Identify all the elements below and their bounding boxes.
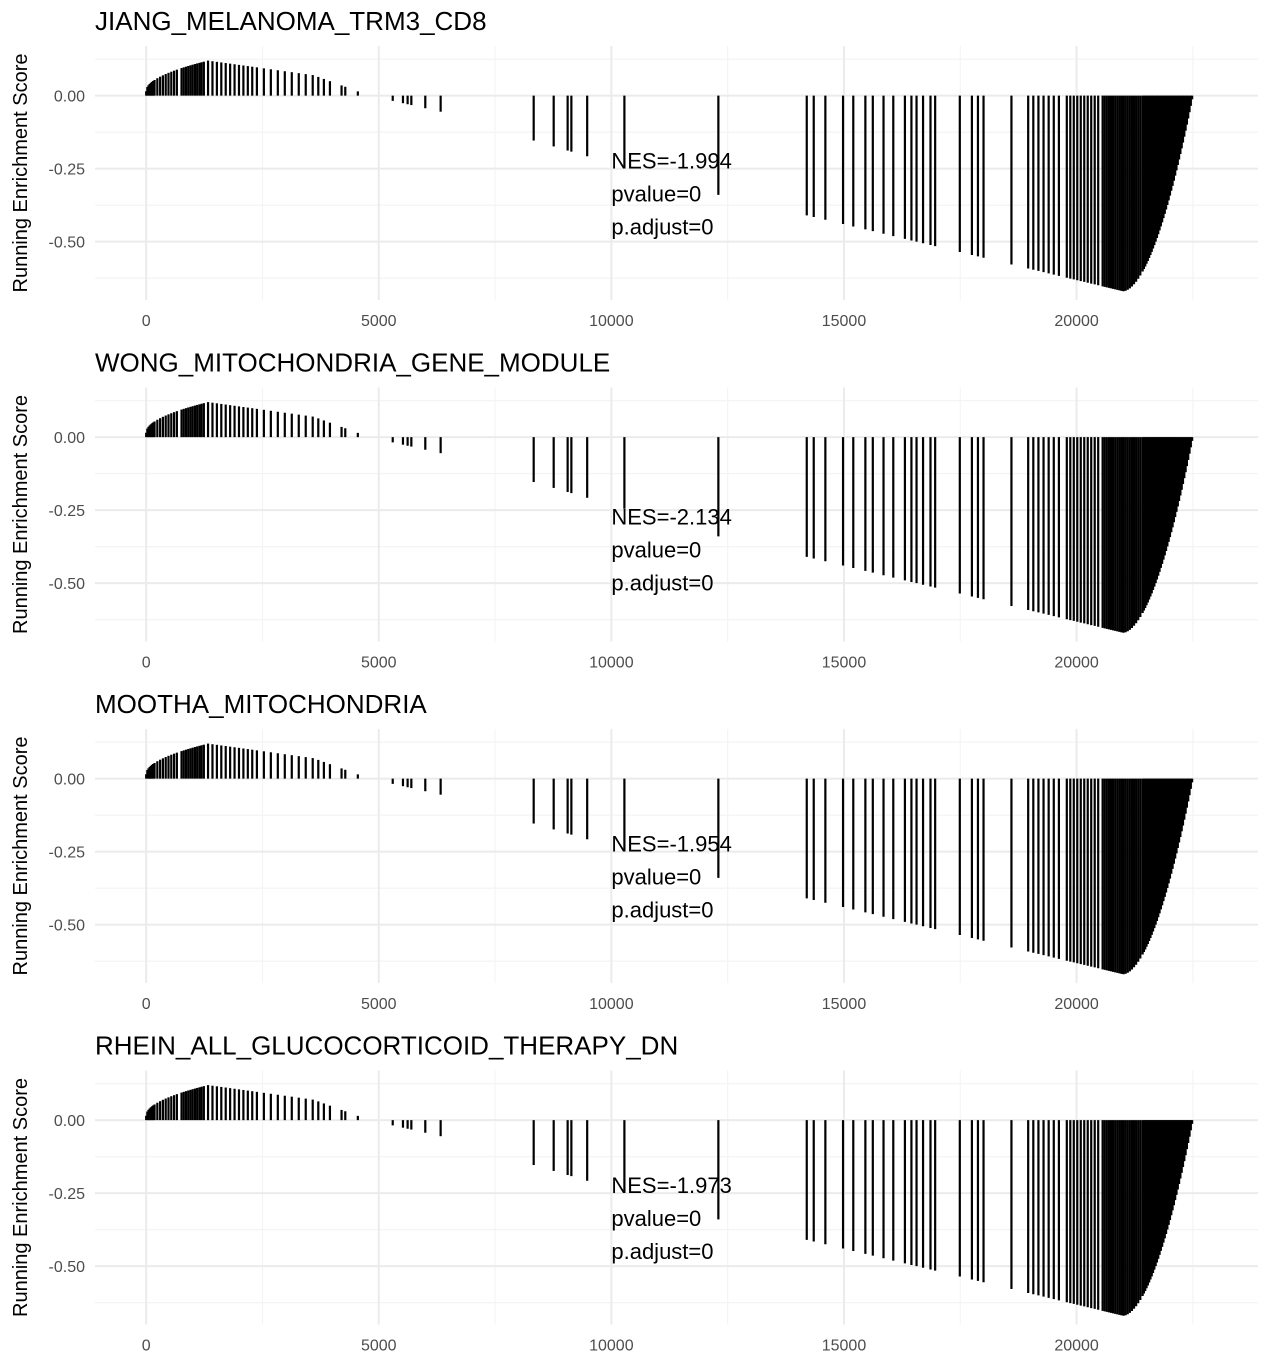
x-tick-label: 20000 [1054, 1338, 1099, 1355]
x-tick-label: 0 [142, 1338, 151, 1355]
gsea-panel-3: MOOTHA_MITOCHONDRIA Running Enrichment Sc… [10, 689, 1258, 1013]
panel-title: JIANG_MELANOMA_TRM3_CD8 [95, 6, 487, 36]
stats-annotation: p.adjust=0 [611, 571, 713, 596]
stats-annotation: NES=-2.134 [611, 505, 731, 530]
x-tick-label: 0 [142, 313, 151, 330]
x-tick-label: 0 [142, 655, 151, 672]
stats-annotation: p.adjust=0 [611, 898, 713, 923]
x-tick-label: 15000 [822, 1338, 867, 1355]
x-tick-label: 10000 [589, 313, 634, 330]
panel-title: WONG_MITOCHONDRIA_GENE_MODULE [95, 348, 610, 378]
y-axis-label: Running Enrichment Score [10, 1078, 32, 1317]
stats-annotation: pvalue=0 [611, 1206, 701, 1231]
stats-annotation: NES=-1.994 [611, 149, 731, 174]
y-tick-label: 0.00 [54, 772, 85, 789]
y-tick-label: -0.50 [49, 1259, 86, 1276]
stats-annotation: NES=-1.954 [611, 832, 731, 857]
stats-annotation: NES=-1.973 [611, 1173, 731, 1198]
gsea-panel-4: RHEIN_ALL_GLUCOCORTICOID_THERAPY_DN Runni… [10, 1031, 1258, 1355]
y-tick-label: 0.00 [54, 89, 85, 106]
x-tick-label: 5000 [361, 313, 397, 330]
x-tick-label: 5000 [361, 996, 397, 1013]
x-tick-label: 15000 [822, 996, 867, 1013]
y-tick-label: 0.00 [54, 1113, 85, 1130]
x-tick-label: 15000 [822, 655, 867, 672]
stats-annotation: pvalue=0 [611, 865, 701, 890]
stats-annotation: p.adjust=0 [611, 1239, 713, 1264]
y-tick-label: -0.50 [49, 235, 86, 252]
panel-title: MOOTHA_MITOCHONDRIA [95, 689, 427, 719]
x-tick-label: 20000 [1054, 313, 1099, 330]
stats-annotation: pvalue=0 [611, 538, 701, 563]
gsea-panel-2: WONG_MITOCHONDRIA_GENE_MODULE Running Enr… [10, 348, 1258, 672]
x-tick-label: 20000 [1054, 655, 1099, 672]
x-tick-label: 5000 [361, 1338, 397, 1355]
y-tick-label: -0.25 [49, 845, 86, 862]
stats-annotation: pvalue=0 [611, 182, 701, 207]
y-axis-label: Running Enrichment Score [10, 53, 32, 292]
y-axis-label: Running Enrichment Score [10, 736, 32, 975]
y-axis-label: Running Enrichment Score [10, 395, 32, 634]
x-tick-label: 10000 [589, 996, 634, 1013]
y-tick-label: -0.25 [49, 1186, 86, 1203]
x-tick-label: 0 [142, 996, 151, 1013]
y-tick-label: -0.50 [49, 576, 86, 593]
y-tick-label: -0.25 [49, 503, 86, 520]
panel-title: RHEIN_ALL_GLUCOCORTICOID_THERAPY_DN [95, 1031, 678, 1061]
gsea-panel-1: JIANG_MELANOMA_TRM3_CD8 Running Enrichmen… [10, 6, 1258, 330]
x-tick-label: 20000 [1054, 996, 1099, 1013]
y-tick-label: 0.00 [54, 430, 85, 447]
x-tick-label: 10000 [589, 1338, 634, 1355]
x-tick-label: 10000 [589, 655, 634, 672]
x-tick-label: 5000 [361, 655, 397, 672]
y-tick-label: -0.50 [49, 918, 86, 935]
y-tick-label: -0.25 [49, 162, 86, 179]
x-tick-label: 15000 [822, 313, 867, 330]
stats-annotation: p.adjust=0 [611, 215, 713, 240]
